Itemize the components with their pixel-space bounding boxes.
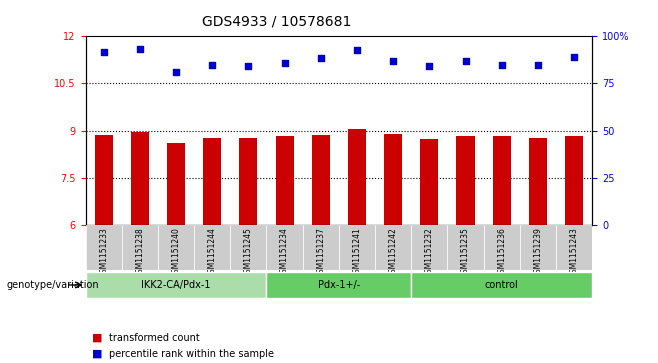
Bar (529, 138, 547, 225)
Point (207, 62, 217, 68)
Bar (95, 135, 113, 225)
Text: GSM1151236: GSM1151236 (497, 227, 506, 278)
Text: GSM1151234: GSM1151234 (280, 227, 289, 278)
Text: IKK2-CA/Pdx-1: IKK2-CA/Pdx-1 (141, 280, 211, 290)
Point (569, 54, 580, 60)
FancyBboxPatch shape (266, 225, 303, 270)
Point (99, 49, 109, 55)
FancyBboxPatch shape (411, 272, 592, 298)
Point (134, 46, 145, 52)
Text: ■: ■ (92, 349, 103, 359)
Point (351, 48, 362, 53)
Text: GSM1151240: GSM1151240 (172, 227, 180, 278)
Point (388, 58, 398, 64)
Point (424, 63, 434, 69)
Text: control: control (485, 280, 519, 290)
Text: Pdx-1+/-: Pdx-1+/- (318, 280, 360, 290)
Text: GSM1151242: GSM1151242 (389, 227, 397, 278)
Text: GSM1151238: GSM1151238 (136, 227, 144, 278)
Text: GSM1151233: GSM1151233 (99, 227, 108, 278)
Bar (384, 134, 402, 225)
Text: GSM1151243: GSM1151243 (570, 227, 578, 278)
FancyBboxPatch shape (266, 272, 411, 298)
Point (279, 60, 290, 66)
FancyBboxPatch shape (375, 225, 411, 270)
FancyBboxPatch shape (194, 225, 230, 270)
FancyBboxPatch shape (158, 225, 194, 270)
Text: GSM1151245: GSM1151245 (244, 227, 253, 278)
Text: genotype/variation: genotype/variation (7, 280, 99, 290)
Text: GDS4933 / 10578681: GDS4933 / 10578681 (201, 15, 351, 29)
Point (243, 63, 253, 69)
Text: ■: ■ (92, 333, 103, 343)
Bar (457, 136, 474, 225)
Text: percentile rank within the sample: percentile rank within the sample (109, 349, 274, 359)
Bar (565, 136, 583, 225)
Bar (312, 135, 330, 225)
Text: GSM1151241: GSM1151241 (353, 227, 361, 278)
FancyBboxPatch shape (86, 272, 266, 298)
Bar (240, 138, 257, 225)
Text: GSM1151239: GSM1151239 (534, 227, 542, 278)
FancyBboxPatch shape (339, 225, 375, 270)
FancyBboxPatch shape (230, 225, 266, 270)
FancyBboxPatch shape (520, 225, 556, 270)
Text: GSM1151237: GSM1151237 (316, 227, 325, 278)
FancyBboxPatch shape (86, 225, 122, 270)
FancyBboxPatch shape (556, 225, 592, 270)
Bar (131, 132, 149, 225)
FancyBboxPatch shape (484, 225, 520, 270)
Point (316, 56, 326, 61)
FancyBboxPatch shape (411, 225, 447, 270)
Bar (493, 136, 511, 225)
Bar (167, 143, 185, 225)
Bar (420, 139, 438, 225)
Point (496, 62, 507, 68)
Point (532, 62, 543, 68)
Text: transformed count: transformed count (109, 333, 199, 343)
FancyBboxPatch shape (122, 225, 158, 270)
Text: GSM1151244: GSM1151244 (208, 227, 216, 278)
Bar (276, 136, 293, 225)
Point (460, 58, 470, 64)
Bar (203, 138, 221, 225)
Bar (348, 129, 366, 225)
Text: GSM1151235: GSM1151235 (461, 227, 470, 278)
Point (170, 70, 181, 76)
FancyBboxPatch shape (447, 225, 484, 270)
FancyBboxPatch shape (303, 225, 339, 270)
Text: GSM1151232: GSM1151232 (425, 227, 434, 278)
